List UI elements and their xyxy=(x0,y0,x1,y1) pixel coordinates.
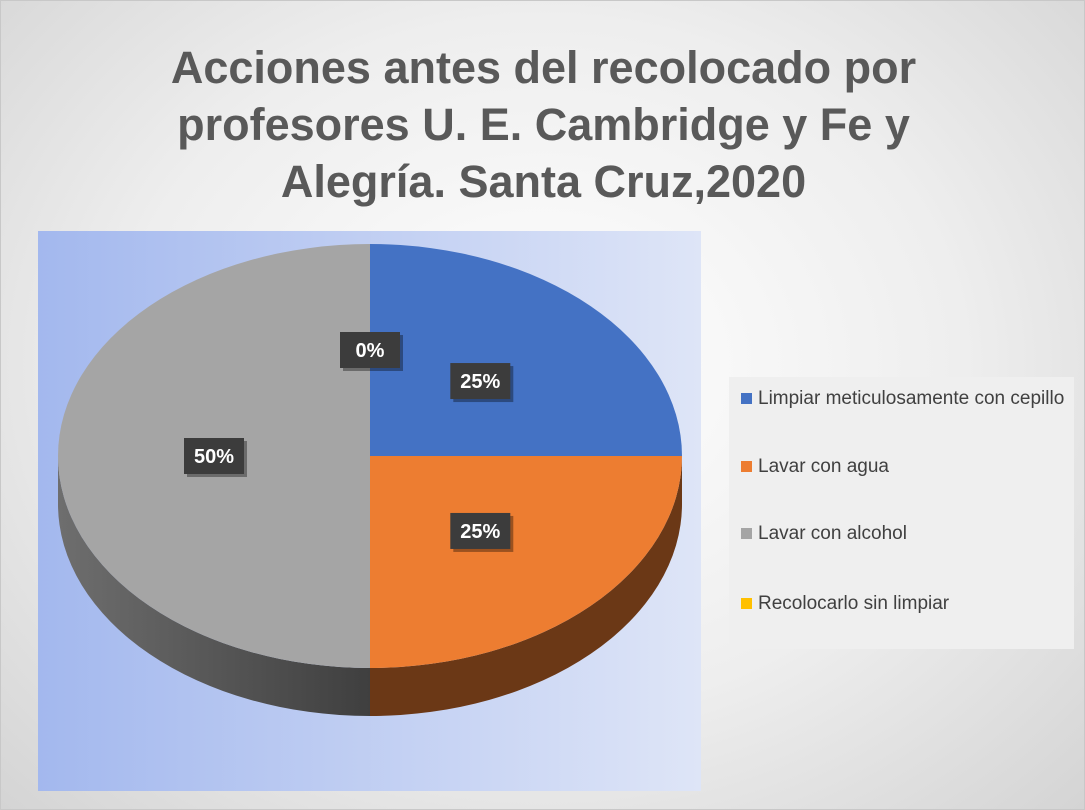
legend-label: Recolocarlo sin limpiar xyxy=(758,593,950,614)
data-label-box xyxy=(340,332,400,368)
slice-side xyxy=(370,456,682,716)
slice-side xyxy=(58,456,370,716)
legend-swatch xyxy=(741,393,752,404)
legend-label: Lavar con agua xyxy=(758,456,889,477)
legend-swatch xyxy=(741,598,752,609)
legend: Limpiar meticulosamente con cepillo Lavar… xyxy=(729,377,1074,649)
chart-title: Acciones antes del recolocado por profes… xyxy=(170,42,917,207)
slice xyxy=(370,456,682,668)
data-label-box xyxy=(184,438,244,474)
slice xyxy=(370,244,682,456)
data-label-box xyxy=(450,363,511,400)
data-label: 50% xyxy=(194,446,234,468)
legend-item: Lavar con alcohol xyxy=(741,522,1071,546)
data-label: 0% xyxy=(356,340,385,362)
legend-label: Lavar con alcohol xyxy=(758,523,907,544)
legend-swatch xyxy=(741,461,752,472)
legend-swatch xyxy=(741,528,752,539)
data-label-box xyxy=(450,512,511,549)
legend-label: Limpiar meticulosamente con cepillo xyxy=(758,388,1065,409)
data-label: 25% xyxy=(460,521,500,543)
data-label: 25% xyxy=(460,371,500,393)
legend-item: Recolocarlo sin limpiar xyxy=(741,592,1071,616)
legend-item: Limpiar meticulosamente con cepillo xyxy=(741,387,1071,411)
legend-item: Lavar con agua xyxy=(741,455,1071,479)
